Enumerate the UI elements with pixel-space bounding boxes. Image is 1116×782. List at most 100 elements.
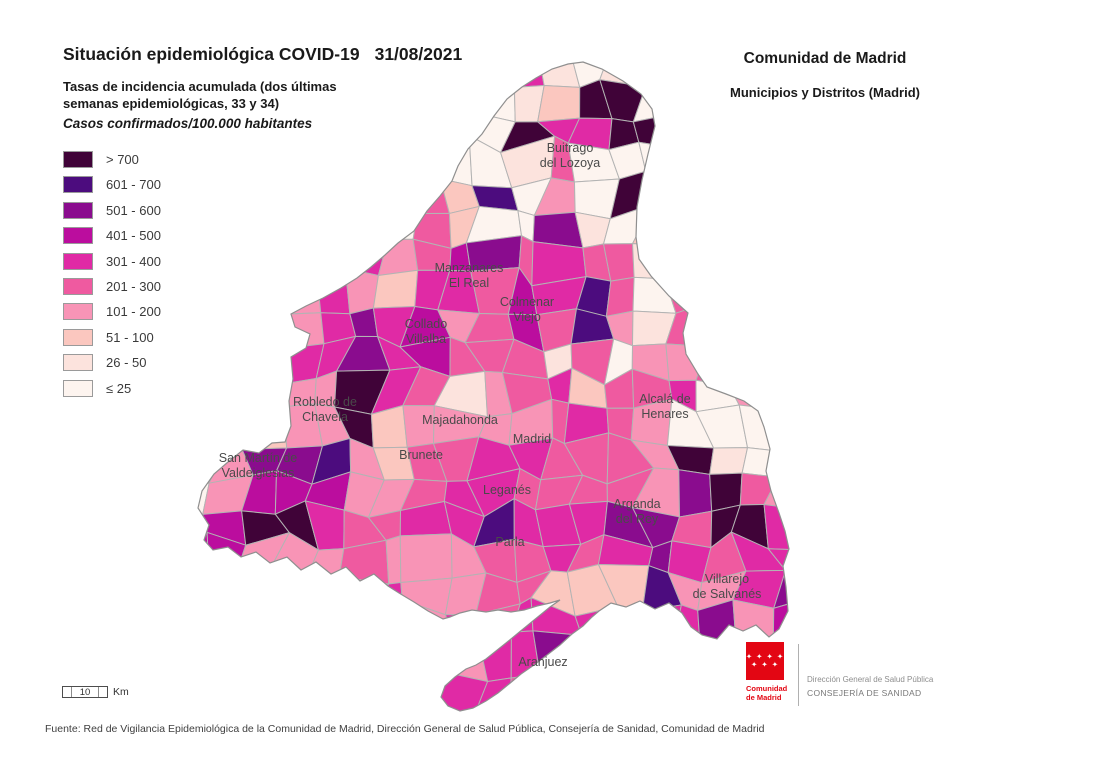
municipality-cell <box>338 576 390 615</box>
legend-row: 501 - 600 <box>63 201 161 219</box>
subtitle-line1: Tasas de incidencia acumulada (dos últim… <box>63 79 337 94</box>
municipality-cell <box>773 347 789 386</box>
municipality-cell <box>304 145 345 186</box>
municipality-cell <box>737 173 776 220</box>
municipality-cell <box>350 674 374 711</box>
municipality-cell <box>339 71 370 108</box>
municipality-cell <box>641 604 682 639</box>
municipality-cell <box>403 629 452 672</box>
page-title: Situación epidemiológica COVID-19 31/08/2… <box>63 44 462 65</box>
municipality-cell <box>198 641 221 679</box>
municipality-cell <box>709 447 749 475</box>
municipality-mesh <box>198 62 789 711</box>
municipality-cell <box>695 345 750 387</box>
legend-class-label: 26 - 50 <box>106 355 147 371</box>
legend-swatch <box>63 252 93 270</box>
municipality-cell <box>471 62 515 88</box>
municipality-cell <box>198 570 222 617</box>
municipality-cell <box>202 176 257 218</box>
municipality-cell <box>374 212 418 240</box>
municipality-cell <box>241 268 287 318</box>
municipality-cell <box>603 635 645 678</box>
municipality-cell <box>269 233 318 288</box>
place-label-line: del Lozoya <box>540 156 601 170</box>
map-legend: > 700 601 - 700 501 - 600 401 - 500 301 - 40… <box>63 151 161 405</box>
municipality-cell <box>209 675 259 706</box>
municipality-cell <box>632 676 669 704</box>
municipality-cell <box>368 667 412 711</box>
institution-logos: ✦ ✦ ✦ ✦ ✦ ✦ ✦ Comunidad de Madrid Direcc… <box>746 642 933 706</box>
municipality-cell <box>299 678 355 711</box>
municipality-cell <box>409 101 448 146</box>
municipality-cell <box>219 240 257 281</box>
municipality-cell <box>770 234 789 273</box>
place-label-line: Collado <box>405 317 447 331</box>
municipality-cell <box>208 570 256 617</box>
municipality-cell <box>209 379 253 413</box>
logo-org-text: Comunidad de Madrid <box>746 684 790 702</box>
municipality-cell <box>280 697 320 711</box>
municipality-cell <box>699 208 752 250</box>
municipality-cell <box>286 219 306 250</box>
place-label: Robledo de Chavela <box>293 395 357 424</box>
place-label: Collado Villalba <box>405 317 447 346</box>
municipality-cell <box>241 233 288 288</box>
place-label: Arganda del Rey <box>613 497 660 526</box>
legend-class-label: 401 - 500 <box>106 228 161 244</box>
place-label-line: Brunete <box>399 448 443 462</box>
comunidad-madrid-logo: ✦ ✦ ✦ ✦ ✦ ✦ ✦ Comunidad de Madrid <box>746 642 790 702</box>
municipality-cell <box>440 629 489 683</box>
municipality-cell <box>565 634 614 671</box>
municipality-cell <box>763 466 789 511</box>
municipality-cell <box>198 403 226 452</box>
municipality-cell <box>772 601 789 648</box>
scale-value: 10 <box>79 686 91 698</box>
municipality-cell <box>198 205 221 249</box>
municipality-cell <box>710 277 740 320</box>
municipality-cell <box>738 309 780 350</box>
legend-swatch <box>63 328 93 346</box>
municipality-cell <box>603 606 645 644</box>
municipality-cell <box>665 677 706 698</box>
municipality-cell <box>537 85 581 123</box>
municipality-cell <box>198 172 222 216</box>
legend-row: 26 - 50 <box>63 354 161 372</box>
municipality-cell <box>678 469 713 518</box>
municipality-cell <box>664 244 714 285</box>
municipality-cell <box>303 235 346 273</box>
region-header: Comunidad de Madrid Municipios y Distrit… <box>655 50 995 100</box>
municipality-cell <box>198 305 220 343</box>
municipality-cell <box>198 675 216 706</box>
municipality-cell <box>763 181 789 220</box>
municipality-cell <box>436 69 481 115</box>
legend-swatch <box>63 227 93 245</box>
legend-swatch <box>63 176 93 194</box>
place-label-line: del Rey <box>616 512 659 526</box>
logo-org-line1: Comunidad <box>746 684 788 693</box>
place-label: Villarejo de Salvanés <box>693 572 762 601</box>
scale-unit: Km <box>113 686 129 698</box>
municipality-cell <box>638 141 683 177</box>
municipality-cell <box>645 170 681 208</box>
municipality-cell <box>369 139 413 188</box>
logo-divider <box>798 644 799 706</box>
municipality-cell <box>605 276 635 317</box>
municipality-cell <box>252 176 288 221</box>
municipality-cell <box>632 203 674 246</box>
municipality-cell <box>220 144 254 186</box>
legend-swatch <box>63 201 93 219</box>
municipality-cell <box>741 447 779 478</box>
place-label: Alcalá de Henares <box>639 392 690 421</box>
municipality-cell <box>435 101 481 136</box>
municipality-cell <box>239 146 287 187</box>
municipality-cell <box>249 637 288 680</box>
municipality-cell <box>198 531 210 574</box>
municipality-cell <box>673 604 701 649</box>
municipality-cell <box>369 632 412 676</box>
municipality-cell <box>235 565 287 617</box>
place-label: Brunete <box>399 448 443 462</box>
municipality-cell <box>316 267 351 315</box>
municipality-cell <box>339 101 371 147</box>
municipality-cell <box>365 71 423 120</box>
municipality-cell <box>664 175 712 210</box>
